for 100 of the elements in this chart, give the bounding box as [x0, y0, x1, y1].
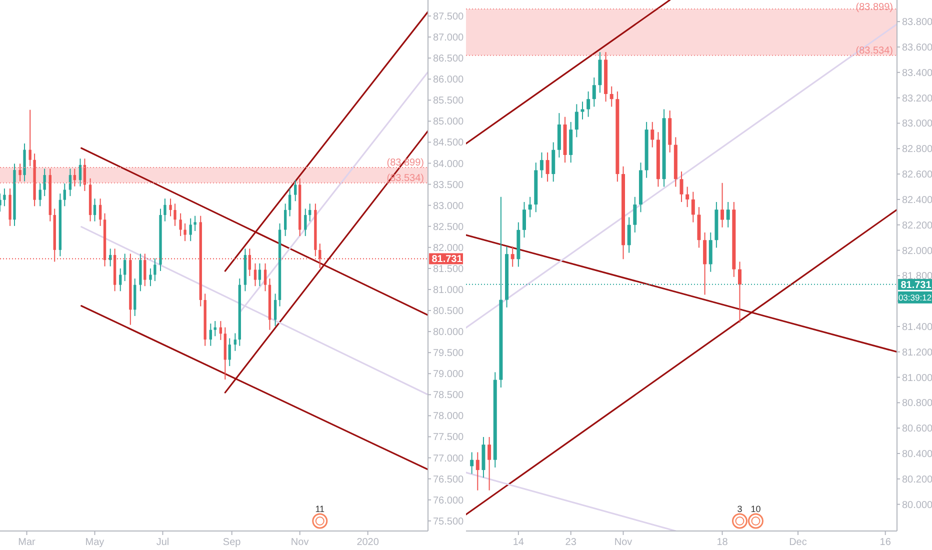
candlestick — [28, 109, 32, 167]
y-tick-label: 81.000 — [433, 284, 464, 296]
candlestick — [194, 215, 196, 232]
candlestick — [149, 268, 152, 287]
y-tick-label: 82.000 — [433, 242, 464, 254]
candlestick — [123, 253, 126, 282]
candlestick — [169, 198, 172, 217]
candlestick — [228, 338, 231, 367]
y-tick-label: 85.000 — [433, 116, 464, 128]
candlestick — [476, 452, 480, 491]
y-tick-label: 75.500 — [433, 516, 464, 528]
candlestick — [174, 203, 176, 226]
x-tick-label: 23 — [565, 537, 577, 548]
candlestick — [294, 180, 297, 202]
candlestick — [284, 203, 287, 237]
candlestick — [184, 222, 186, 242]
candlestick — [546, 152, 550, 182]
y-tick-label: 77.500 — [433, 432, 464, 444]
x-tick-label: 18 — [716, 537, 728, 548]
candlestick — [18, 163, 22, 182]
y-tick-label: 78.500 — [433, 390, 464, 402]
y-tick-label: 81.800 — [902, 271, 932, 282]
x-tick-label: May — [85, 537, 104, 548]
candlestick — [3, 188, 6, 207]
y-tick-label: 80.000 — [902, 500, 932, 511]
candlestick — [586, 90, 590, 118]
y-tick-label: 82.400 — [902, 194, 932, 206]
y-tick-label: 83.200 — [902, 93, 932, 104]
candlestick — [308, 203, 312, 222]
candlestick — [691, 191, 695, 223]
y-tick-label: 81.400 — [902, 322, 932, 333]
y-tick-label: 81.200 — [902, 347, 932, 358]
ref-line-label: (83.534) — [856, 45, 893, 56]
candlestick — [627, 216, 631, 254]
candlestick — [528, 196, 532, 218]
candlestick — [686, 186, 690, 208]
y-tick-label: 82.500 — [433, 222, 464, 233]
candlestick — [592, 76, 596, 108]
y-tick-label: 80.000 — [433, 327, 464, 338]
candlestick — [254, 262, 257, 287]
y-tick-label: 87.500 — [433, 11, 464, 22]
candlestick — [119, 268, 122, 292]
y-tick-label: 78.000 — [433, 411, 464, 422]
candlestick — [720, 182, 724, 228]
y-tick-label: 81.000 — [902, 372, 932, 384]
candlestick — [488, 436, 492, 491]
candlestick — [574, 104, 578, 138]
ref-line-label: 81.731 — [432, 254, 463, 266]
candlestick — [63, 182, 66, 207]
candlestick — [38, 182, 42, 207]
candlestick — [164, 198, 166, 222]
candlestick — [540, 152, 544, 178]
text: 03:39:12 — [898, 292, 932, 302]
candlestick — [154, 258, 156, 282]
x-tick-label: Nov — [614, 537, 632, 548]
candlestick — [610, 86, 614, 108]
candlestick — [650, 121, 654, 148]
y-tick-label: 77.000 — [433, 453, 464, 464]
candlestick — [189, 218, 192, 242]
candlestick — [264, 262, 267, 292]
candlestick — [304, 208, 307, 237]
annotation: 3 — [737, 504, 742, 514]
x-tick-label: Nov — [290, 537, 309, 548]
ref-line-label: 81.731 — [900, 280, 932, 291]
y-tick-label: 80.500 — [433, 306, 464, 318]
y-tick-label: 83.500 — [433, 180, 464, 191]
candlestick — [209, 323, 212, 346]
candlestick — [78, 158, 82, 187]
y-tick-label: 82.200 — [902, 220, 932, 232]
x-tick-label: 16 — [880, 537, 892, 548]
y-tick-label: 86.500 — [433, 54, 464, 65]
y-tick-label: 81.500 — [433, 264, 464, 275]
y-tick-label: 80.600 — [902, 424, 932, 435]
y-tick-label: 86.000 — [433, 74, 464, 86]
y-tick-label: 85.500 — [433, 96, 464, 107]
candlestick — [274, 293, 277, 327]
candlestick — [93, 198, 96, 222]
annotation: 10 — [750, 504, 761, 514]
candlestick — [73, 168, 76, 187]
y-tick-label: 80.800 — [902, 398, 932, 410]
candlestick — [258, 262, 262, 287]
candlestick — [98, 198, 102, 226]
y-tick-label: 83.600 — [902, 42, 932, 54]
y-tick-label: 80.200 — [902, 474, 932, 486]
y-tick-label: 79.500 — [433, 348, 464, 360]
candlestick — [68, 168, 72, 197]
y-tick-label: 76.000 — [433, 495, 464, 506]
x-tick-label: 2020 — [356, 537, 380, 548]
y-tick-label: 83.000 — [902, 118, 932, 130]
x-tick-label: Sep — [222, 537, 242, 548]
candlestick — [510, 246, 514, 268]
y-tick-label: 82.000 — [902, 246, 932, 257]
y-tick-label: 82.800 — [902, 144, 932, 156]
y-tick-label: 87.000 — [433, 32, 464, 44]
annotation: 11 — [315, 504, 325, 514]
y-tick-label: 84.500 — [433, 138, 464, 149]
x-tick-label: Dec — [789, 537, 807, 548]
y-tick-label: 79.000 — [433, 369, 464, 380]
candlestick — [633, 196, 637, 233]
y-tick-label: 80.400 — [902, 449, 932, 460]
